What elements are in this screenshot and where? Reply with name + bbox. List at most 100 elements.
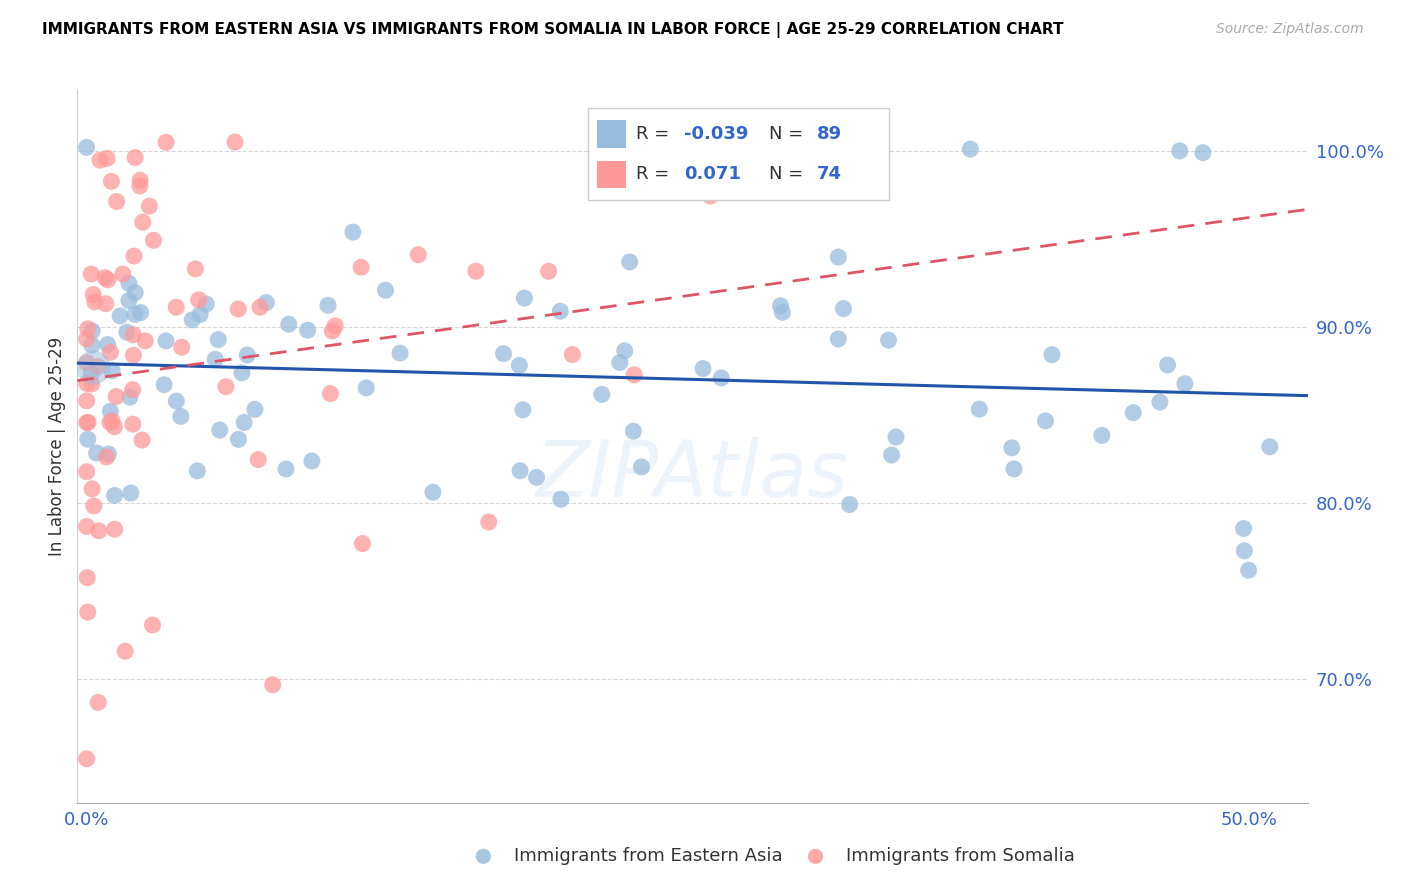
Point	[124, 307, 146, 321]
Point	[153, 377, 176, 392]
Point	[105, 390, 128, 404]
Point	[105, 194, 128, 209]
Point	[548, 304, 571, 318]
Text: Source: ZipAtlas.com: Source: ZipAtlas.com	[1216, 22, 1364, 37]
Point	[80, 338, 103, 352]
Point	[118, 293, 141, 308]
Point	[122, 348, 145, 362]
Point	[124, 285, 146, 300]
Point	[1233, 544, 1256, 558]
Point	[82, 287, 104, 301]
Point	[134, 334, 156, 348]
Point	[101, 364, 124, 378]
Text: Immigrants from Eastern Asia: Immigrants from Eastern Asia	[515, 847, 783, 865]
Point	[877, 333, 900, 347]
Point	[228, 432, 250, 446]
Point	[609, 355, 631, 369]
Point	[226, 301, 249, 316]
Point	[76, 393, 98, 408]
Point	[208, 423, 231, 437]
Point	[509, 464, 531, 478]
Point	[76, 571, 98, 585]
Point	[561, 347, 583, 361]
Point	[1035, 414, 1057, 428]
Point	[132, 215, 155, 229]
Point	[710, 371, 733, 385]
Point	[389, 346, 412, 360]
Point	[76, 432, 98, 446]
Point	[76, 332, 98, 346]
Point	[121, 417, 143, 431]
Point	[80, 366, 103, 380]
Text: 74: 74	[817, 165, 842, 183]
Point	[100, 174, 122, 188]
Point	[215, 379, 238, 393]
Point	[827, 332, 849, 346]
Point	[354, 381, 377, 395]
Point	[111, 267, 134, 281]
Text: N =: N =	[769, 125, 808, 143]
Text: R =: R =	[636, 165, 675, 183]
Point	[80, 267, 103, 281]
Point	[233, 416, 256, 430]
Point	[613, 343, 636, 358]
Point	[195, 297, 218, 311]
Point	[82, 482, 104, 496]
Point	[131, 433, 153, 447]
Point	[94, 270, 117, 285]
Point	[122, 249, 145, 263]
Point	[1001, 441, 1024, 455]
Point	[124, 151, 146, 165]
Point	[121, 383, 143, 397]
Point	[1156, 358, 1178, 372]
FancyBboxPatch shape	[598, 120, 626, 148]
Point	[118, 390, 141, 404]
Point	[184, 261, 207, 276]
Point	[97, 447, 120, 461]
Point	[77, 322, 100, 336]
Point	[537, 264, 560, 278]
Point	[76, 605, 98, 619]
Point	[83, 499, 105, 513]
Text: -0.039: -0.039	[685, 125, 749, 143]
Point	[243, 402, 266, 417]
Point	[181, 313, 204, 327]
Point	[236, 348, 259, 362]
Point	[100, 345, 122, 359]
Point	[98, 404, 121, 418]
Point	[827, 250, 849, 264]
Point	[120, 486, 142, 500]
Point	[342, 225, 364, 239]
Text: Immigrants from Somalia: Immigrants from Somalia	[846, 847, 1076, 865]
Point	[247, 452, 270, 467]
Point	[301, 454, 323, 468]
Point	[76, 416, 98, 430]
Y-axis label: In Labor Force | Age 25-29: In Labor Force | Age 25-29	[48, 336, 66, 556]
Point	[231, 366, 253, 380]
Point	[350, 260, 373, 275]
Point	[87, 695, 110, 709]
Text: 89: 89	[817, 125, 842, 143]
Text: ZIPAtlas: ZIPAtlas	[536, 436, 849, 513]
Point	[170, 409, 193, 424]
Point	[619, 255, 641, 269]
Point	[76, 465, 98, 479]
Point	[97, 273, 120, 287]
Point	[630, 460, 652, 475]
Point	[103, 419, 125, 434]
Point	[1040, 348, 1063, 362]
Point	[1174, 376, 1197, 391]
Point	[1232, 521, 1254, 535]
Point	[188, 307, 211, 321]
Point	[187, 293, 209, 307]
Point	[699, 189, 721, 203]
Point	[115, 326, 138, 340]
Point	[884, 430, 907, 444]
Point	[155, 136, 177, 150]
Point	[165, 394, 187, 409]
Point	[591, 387, 613, 401]
Point	[262, 678, 284, 692]
Point	[103, 488, 125, 502]
Point	[513, 291, 536, 305]
Point	[76, 140, 98, 154]
